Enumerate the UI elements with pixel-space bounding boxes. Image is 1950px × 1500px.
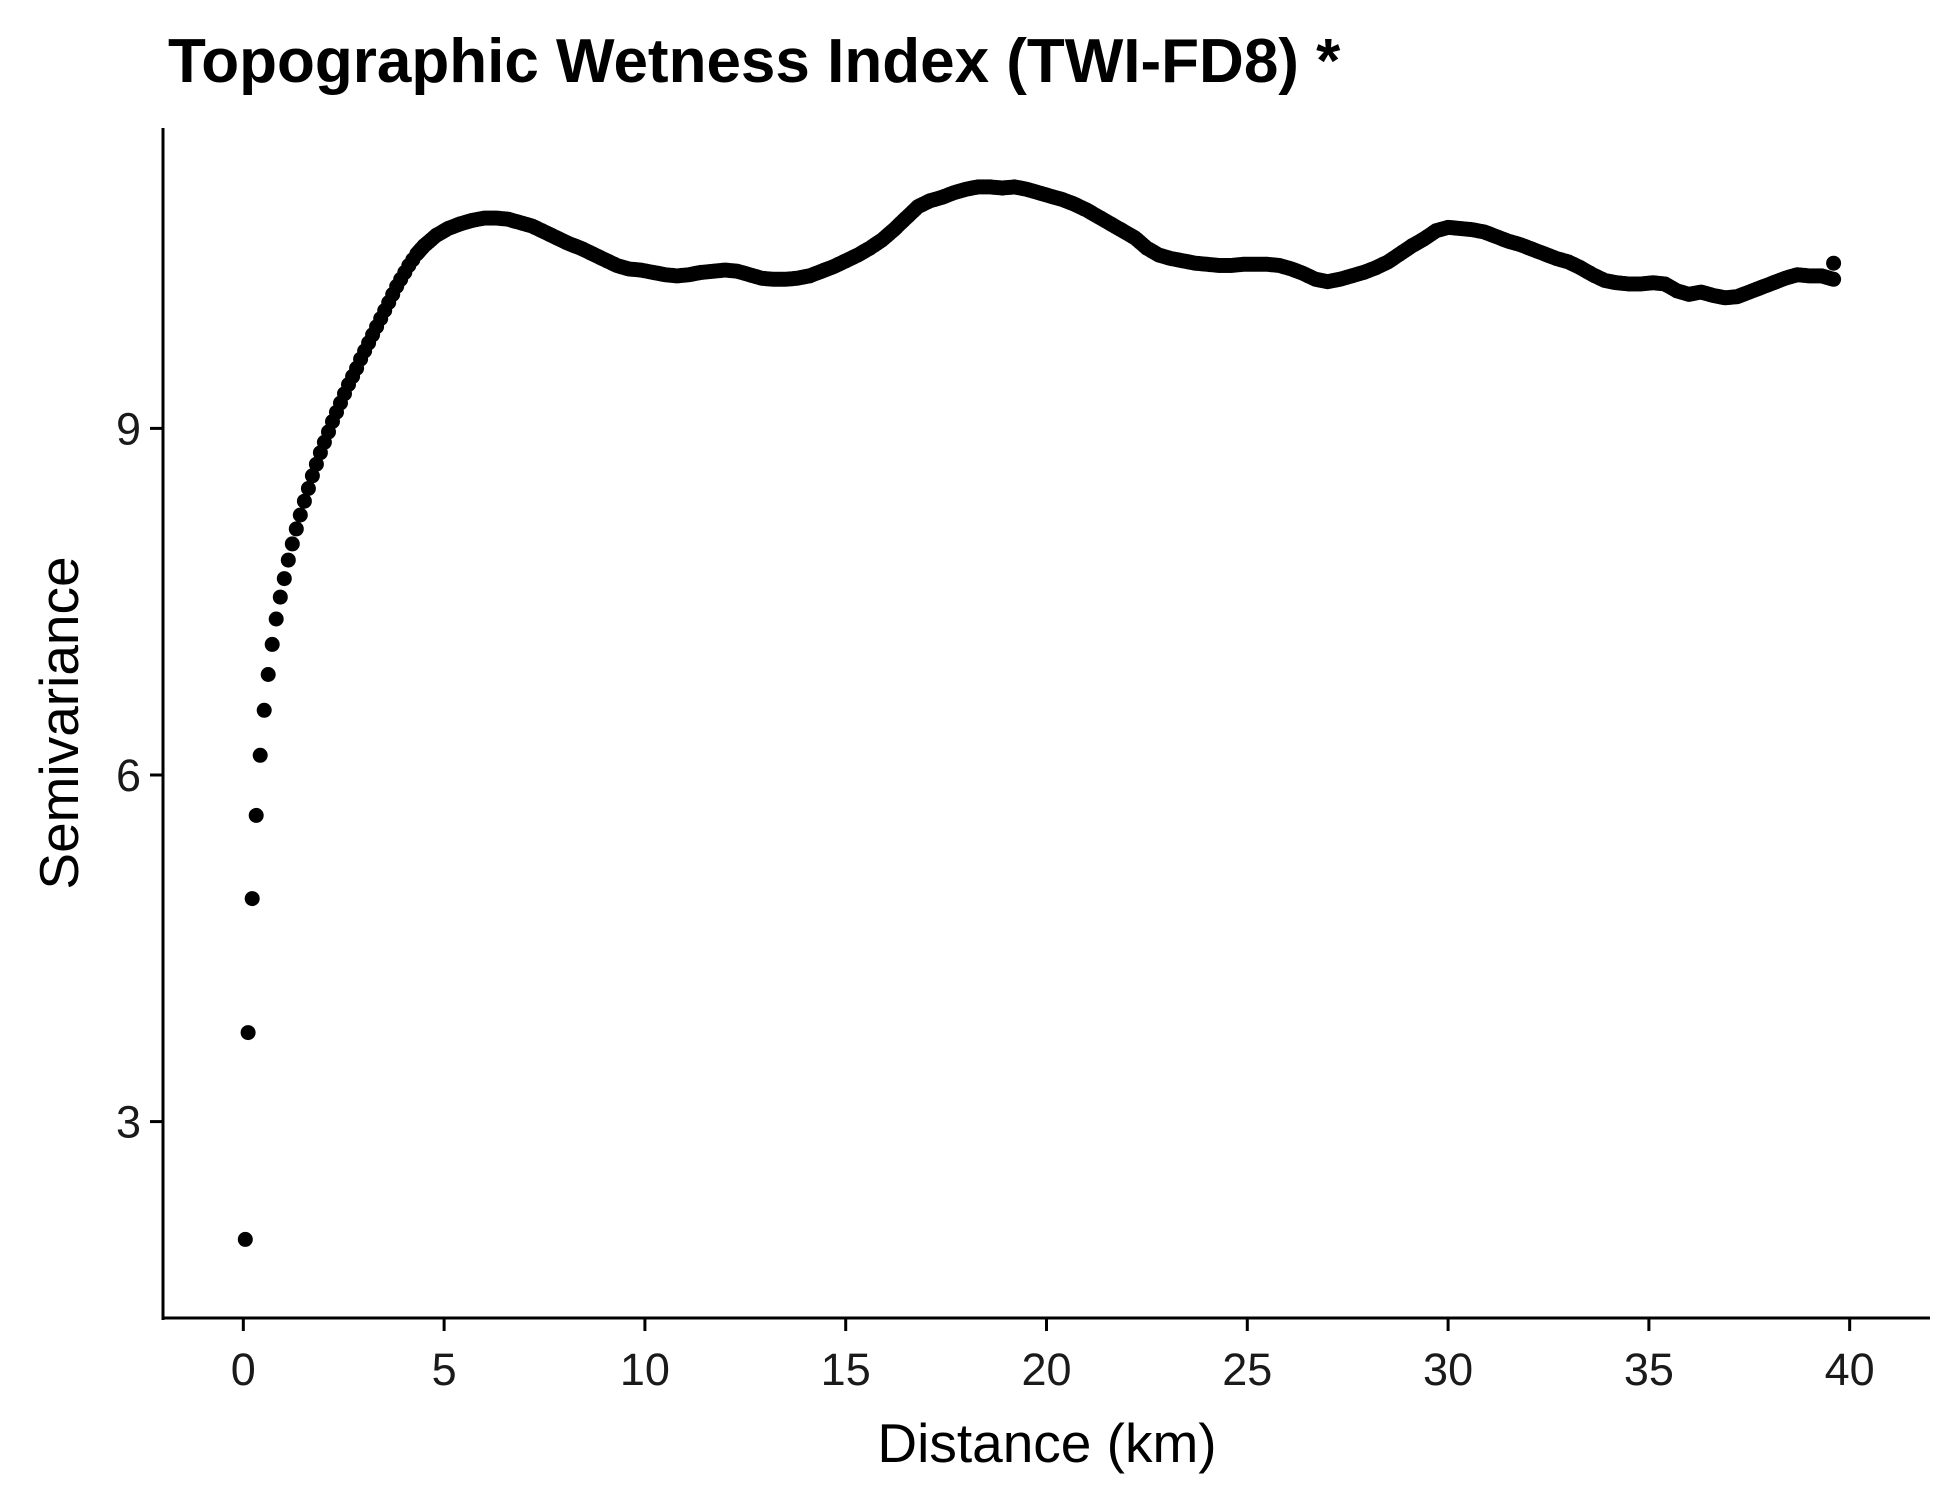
x-tick-label: 10 [620,1344,670,1395]
x-tick-label: 0 [231,1344,256,1395]
data-point [280,552,296,568]
data-point [284,536,300,552]
data-point [296,493,312,509]
y-tick-label: 6 [116,750,141,801]
data-point [304,468,320,484]
data-point [268,611,284,627]
data-point [1826,271,1842,287]
data-point [252,747,268,763]
data-point [1826,255,1842,271]
data-point [248,807,264,823]
data-point [237,1231,253,1247]
data-point [276,571,292,587]
data-point [244,891,260,907]
y-tick-label: 9 [116,403,141,454]
data-point [300,481,316,496]
x-tick-label: 35 [1624,1344,1674,1395]
x-tick-label: 30 [1423,1344,1473,1395]
data-point [240,1025,256,1041]
data-point [292,507,308,523]
data-point [272,589,288,605]
x-axis-ticks: 0 5 10 15 20 25 30 35 40 [231,1318,1875,1395]
x-tick-label: 5 [432,1344,457,1395]
data-points [237,179,1842,1247]
data-point [256,702,272,718]
y-axis-ticks: 3 6 9 [116,403,163,1148]
x-tick-label: 25 [1222,1344,1272,1395]
data-point [264,636,280,652]
y-axis-title: Semivariance [28,556,90,889]
x-axis-title: Distance (km) [877,1412,1216,1474]
data-point [288,521,304,537]
x-tick-label: 15 [821,1344,871,1395]
x-tick-label: 20 [1021,1344,1071,1395]
chart-title: Topographic Wetness Index (TWI-FD8) * [168,27,1341,96]
data-point [260,667,276,682]
y-tick-label: 3 [116,1097,141,1148]
x-tick-label: 40 [1825,1344,1875,1395]
data-point [308,456,324,472]
